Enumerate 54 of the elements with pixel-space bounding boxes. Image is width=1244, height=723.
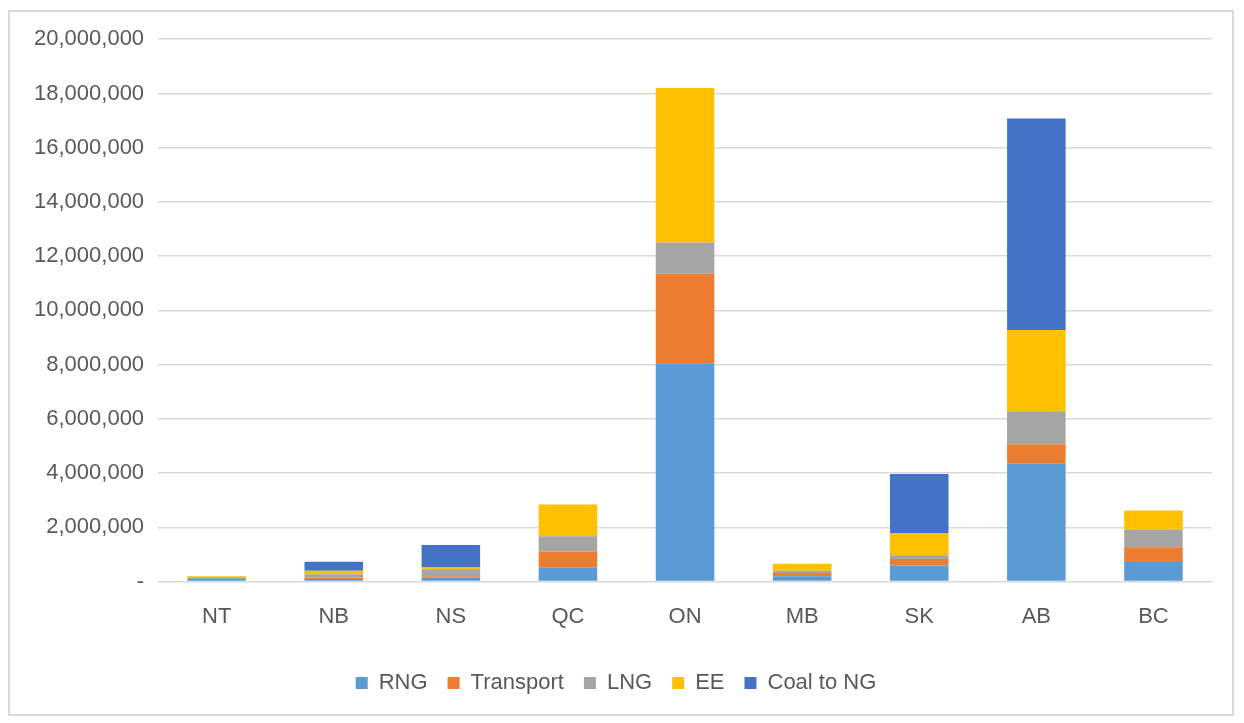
bar [1007, 329, 1066, 412]
y-tick-label: 2,000,000 [46, 513, 145, 539]
x-tick-label: ON [668, 602, 702, 628]
bar [655, 88, 715, 243]
legend-label: EE [695, 669, 725, 695]
bar [772, 570, 832, 573]
bar [1124, 562, 1183, 581]
y-tick-label: - [136, 567, 145, 593]
bar [304, 561, 364, 571]
x-tick-label: AB [1021, 602, 1052, 628]
x-tick-label: NB [318, 602, 350, 628]
bar [655, 242, 715, 274]
bar [538, 551, 598, 568]
legend-label: RNG [378, 669, 428, 695]
bar [889, 565, 949, 581]
y-tick-label: 8,000,000 [46, 350, 145, 376]
legend-label: LNG [606, 669, 653, 695]
bar [538, 504, 598, 537]
bar [421, 569, 481, 577]
x-tick-label: NT [201, 602, 232, 628]
y-tick-label: 6,000,000 [46, 404, 145, 430]
y-tick-label: 20,000,000 [34, 25, 145, 51]
y-tick-label: 16,000,000 [34, 133, 145, 159]
bar [538, 567, 598, 581]
bar [889, 533, 949, 556]
y-tick-label: 12,000,000 [34, 242, 145, 268]
x-tick-label: SK [904, 602, 935, 628]
y-tick-label: 4,000,000 [46, 459, 145, 485]
bar [772, 572, 832, 577]
y-tick-label: 14,000,000 [34, 187, 145, 213]
bar [655, 363, 715, 581]
bar [655, 273, 715, 364]
y-tick-label: 18,000,000 [34, 79, 145, 105]
bar [538, 536, 598, 552]
bar [772, 563, 832, 571]
bar [772, 576, 832, 581]
bar [889, 555, 949, 560]
y-tick-label: 10,000,000 [34, 296, 145, 322]
x-tick-label: BC [1138, 602, 1169, 628]
legend-label: Transport [470, 669, 564, 695]
x-tick-label: NS [435, 602, 467, 628]
bar [889, 473, 949, 534]
bar [889, 559, 949, 566]
bar [1007, 444, 1066, 464]
bar [1007, 411, 1066, 445]
legend-label: Coal to NG [767, 669, 877, 695]
bar [1007, 463, 1066, 581]
bar [1124, 547, 1183, 563]
bar [1124, 510, 1183, 530]
bar [1124, 529, 1183, 548]
bar [421, 544, 481, 568]
x-tick-label: QC [551, 602, 585, 628]
x-tick-label: MB [785, 602, 819, 628]
bar [1007, 118, 1066, 330]
